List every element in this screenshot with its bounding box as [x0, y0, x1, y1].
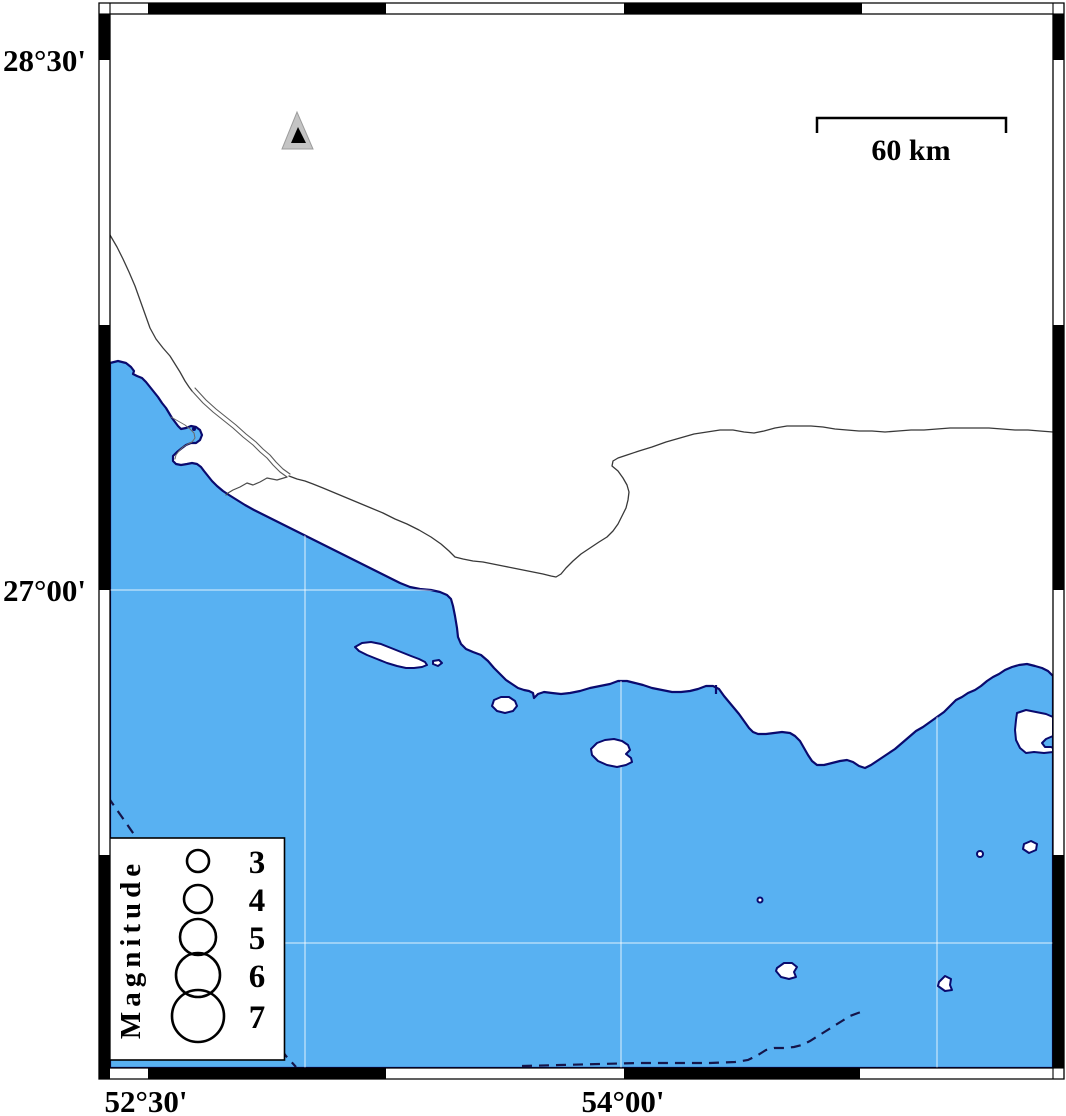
island-clipped-right — [1014, 709, 1054, 754]
dashed-boundary-south — [521, 1009, 865, 1068]
frame-black-segments — [99, 3, 1064, 1079]
magnitude-legend: Magnitude 3 4 5 6 7 — [107, 837, 286, 1061]
legend-title: Magnitude — [115, 859, 147, 1039]
axis-annotations: 28°30' 27°00' 52°30' 54°00' — [3, 43, 665, 1116]
inland-lines — [109, 234, 1054, 578]
map-frame — [98, 2, 1065, 1080]
triangle-inner — [291, 127, 306, 143]
island-long — [354, 641, 428, 669]
magnitude-label-4: 4 — [249, 883, 266, 919]
island-trapezoid — [775, 962, 798, 980]
frame-corner-dividers — [99, 3, 1064, 1079]
island-arrow — [937, 975, 953, 992]
magnitude-label-5: 5 — [249, 921, 266, 957]
lagoon-mark — [192, 427, 196, 431]
island-kidney — [590, 738, 633, 768]
legend-box — [107, 837, 286, 1061]
inland-line-northwest — [109, 234, 193, 392]
scale-bar-label: 60 km — [871, 134, 950, 167]
magnitude-circle-5 — [178, 917, 218, 957]
magnitude-circle-4 — [182, 883, 214, 915]
lagoon-inner-line — [170, 416, 196, 460]
scale-bar: 60 km — [815, 116, 1008, 167]
station-triangle-icon — [281, 110, 314, 150]
magnitude-label-6: 6 — [249, 959, 266, 995]
islands — [354, 641, 1054, 992]
lon-label-52-30: 52°30' — [104, 1084, 187, 1116]
island-small-east — [1022, 840, 1038, 854]
coastal-road-line-1 — [191, 390, 288, 478]
lat-label-27-00: 27°00' — [3, 573, 86, 608]
magnitude-label-7: 7 — [249, 1000, 266, 1036]
lon-label-54-00: 54°00' — [581, 1084, 664, 1116]
magnitude-circle-3 — [185, 848, 211, 874]
island-islet — [432, 659, 443, 667]
island-dot-east — [976, 850, 984, 858]
magnitude-circle-7 — [170, 988, 226, 1044]
island-dot-west — [756, 896, 764, 904]
lat-label-28-30: 28°30' — [3, 43, 86, 78]
coastal-road-line-2 — [194, 387, 291, 475]
island-small-round — [491, 696, 518, 714]
inland-boundary-east — [288, 425, 1054, 578]
magnitude-label-3: 3 — [249, 845, 266, 881]
inland-branch-line — [225, 476, 288, 496]
scale-bar-bracket — [815, 116, 1008, 133]
magnitude-circle-6 — [174, 951, 222, 999]
